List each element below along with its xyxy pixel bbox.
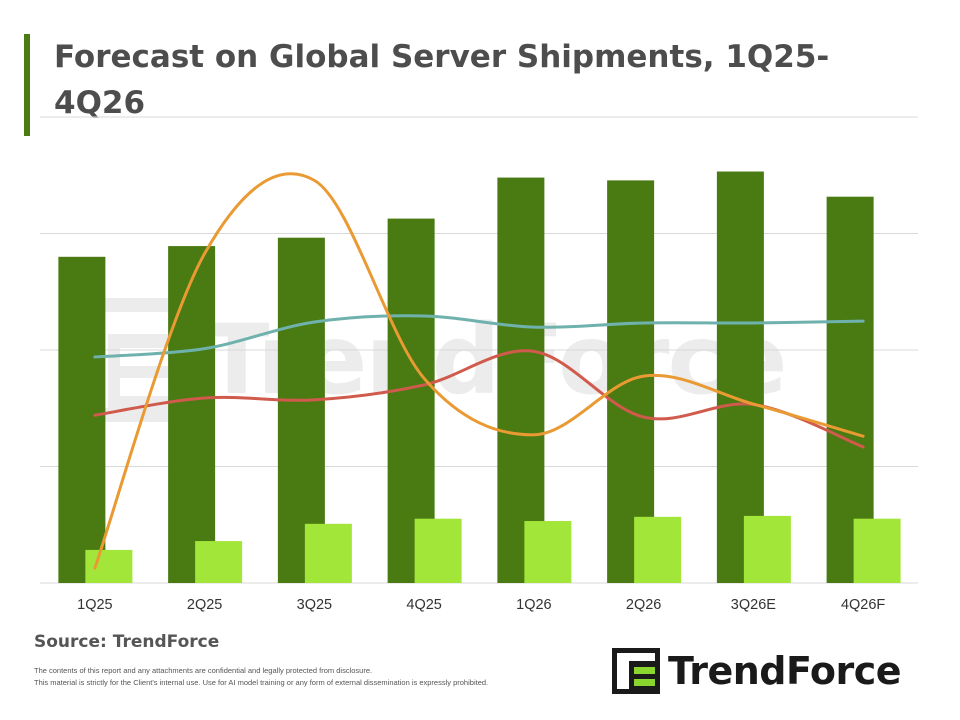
teal-line — [93, 314, 865, 359]
red-line — [93, 349, 865, 449]
logo-text: TrendForce — [668, 649, 902, 693]
light-bar-4Q25 — [414, 518, 462, 583]
x-tick-label-4Q25: 4Q25 — [406, 597, 441, 613]
trendforce-logo: TrendForce — [612, 648, 902, 694]
orange-line — [93, 172, 865, 570]
x-tick-label-4Q26F: 4Q26F — [841, 597, 885, 613]
dark-bar-2Q25 — [168, 246, 216, 583]
dark-bar-1Q26 — [497, 177, 545, 583]
title-accent-bar — [24, 34, 30, 136]
x-tick-label-2Q26: 2Q26 — [626, 597, 661, 613]
light-bar-3Q26E — [743, 515, 791, 583]
x-tick-label-2Q25: 2Q25 — [187, 597, 222, 613]
light-bar-2Q25 — [195, 541, 243, 583]
x-tick-label-3Q26E: 3Q26E — [731, 597, 776, 613]
light-bar-2Q26 — [634, 516, 682, 583]
light-bar-3Q25 — [304, 523, 352, 583]
source-label: Source: TrendForce — [34, 632, 220, 652]
dark-bar-2Q26 — [607, 180, 655, 583]
x-tick-label-1Q25: 1Q25 — [77, 597, 112, 613]
dark-bar-3Q26E — [716, 171, 764, 583]
light-bar-1Q25 — [85, 549, 133, 583]
trendforce-logo-icon — [612, 648, 660, 694]
x-tick-label-3Q25: 3Q25 — [297, 597, 332, 613]
disclaimer-line-2: This material is strictly for the Client… — [34, 678, 489, 687]
light-bar-1Q26 — [524, 521, 572, 583]
light-bar-4Q26F — [853, 518, 901, 583]
dark-bar-1Q25 — [58, 256, 106, 583]
chart-title: Forecast on Global Server Shipments, 1Q2… — [54, 39, 830, 121]
disclaimer-line-1: The contents of this report and any atta… — [34, 666, 373, 675]
dark-bar-4Q26F — [826, 196, 874, 583]
x-tick-label-1Q26: 1Q26 — [516, 597, 551, 613]
